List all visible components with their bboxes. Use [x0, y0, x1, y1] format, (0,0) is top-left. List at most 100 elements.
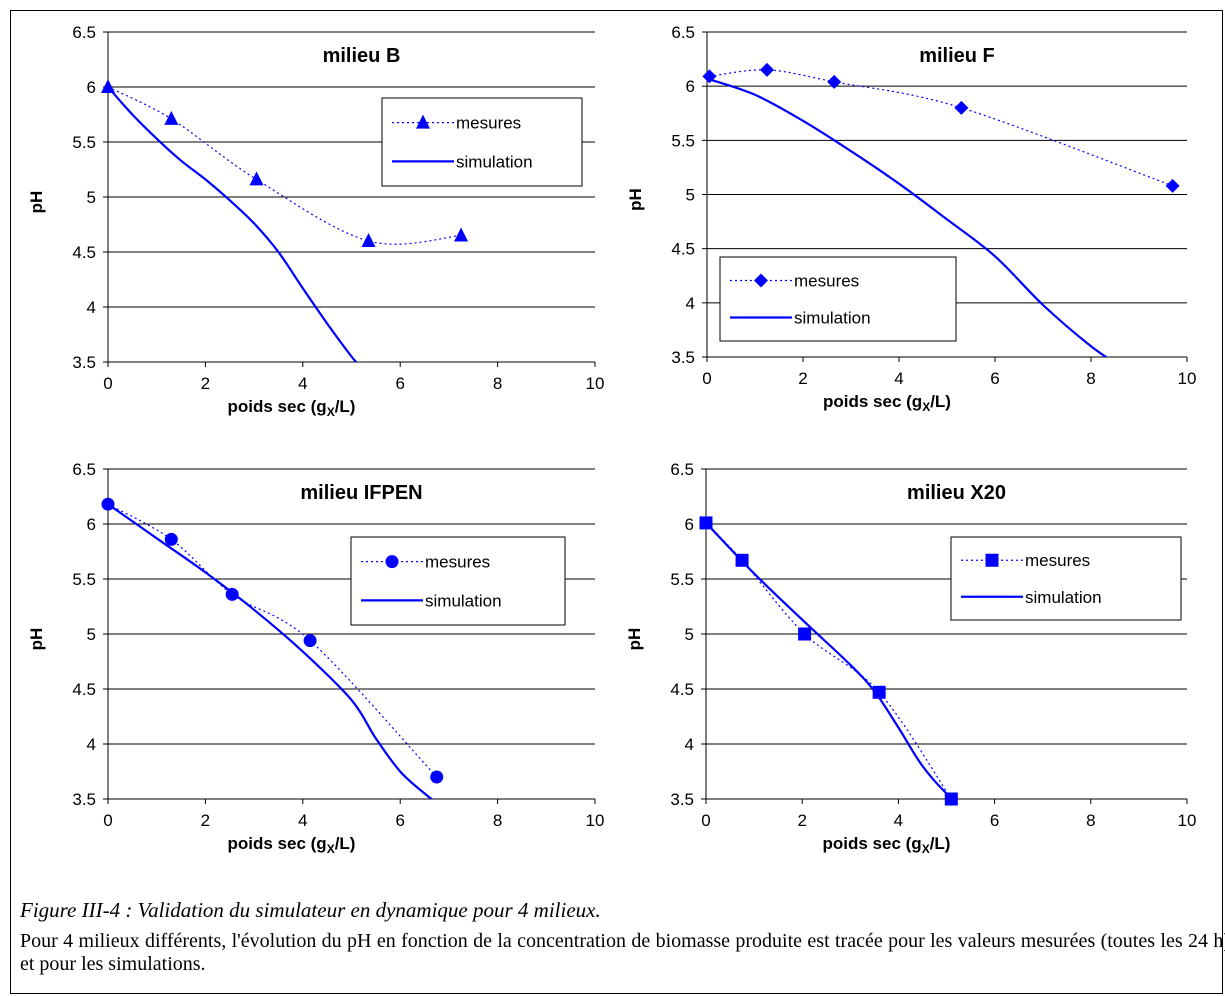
legend-mesures-marker	[416, 114, 430, 129]
mesures-point	[702, 69, 717, 84]
chart-title: milieu F	[919, 45, 995, 67]
x-tick-label: 2	[201, 811, 210, 830]
x-tick-label: 0	[103, 811, 112, 830]
mesures-point	[430, 770, 444, 784]
y-tick-label: 4	[685, 735, 694, 754]
y-tick-label: 5.5	[72, 570, 96, 589]
legend-mesures-label: mesures	[794, 272, 859, 291]
mesures-point	[827, 74, 842, 89]
y-tick-label: 5	[686, 186, 695, 205]
chart-1: 3.5 4 4.5 5 5.5 6 6.5 0 2 4 6 8 10 milieu B poids sec …	[27, 23, 604, 419]
mesures-line	[706, 522, 952, 799]
mesures-point	[872, 685, 886, 699]
y-axis-label: pH	[27, 628, 46, 651]
y-tick-label: 5.5	[670, 570, 694, 589]
x-tick-label: 4	[894, 369, 903, 388]
legend-mesures-label: mesures	[456, 114, 521, 133]
y-tick-label: 6.5	[671, 23, 695, 42]
y-tick-label: 4.5	[72, 680, 96, 699]
x-axis-label: poids sec (gX/L)	[823, 392, 951, 414]
legend-simulation-label: simulation	[794, 308, 871, 327]
x-tick-label: 6	[395, 811, 404, 830]
legend-mesures-marker	[985, 553, 999, 567]
x-tick-label: 2	[201, 374, 210, 393]
figure-frame	[10, 10, 1223, 994]
y-tick-label: 4.5	[72, 243, 96, 262]
mesures-point	[249, 171, 264, 186]
chart-grid: 3.5 4 4.5 5 5.5 6 6.5 0 2 4 6 8 10 milieu B poids sec …	[27, 23, 1197, 856]
chart-4: 3.5 4 4.5 5 5.5 6 6.5 0 2 4 6 8 10 milieu X20 poids se…	[625, 460, 1196, 856]
x-tick-label: 6	[990, 369, 999, 388]
x-tick-label: 6	[990, 811, 999, 830]
x-axis-label: poids sec (gX/L)	[228, 397, 356, 419]
y-tick-label: 3.5	[72, 353, 96, 372]
mesures-point	[699, 516, 713, 530]
y-tick-label: 5.5	[671, 131, 695, 150]
legend-mesures-label: mesures	[1025, 551, 1090, 570]
mesures-point	[454, 227, 469, 242]
chart-title: milieu X20	[907, 482, 1006, 504]
x-tick-label: 4	[298, 374, 307, 393]
x-tick-label: 0	[702, 369, 711, 388]
mesures-point	[760, 62, 774, 77]
x-tick-label: 0	[103, 374, 112, 393]
x-tick-label: 8	[493, 811, 502, 830]
legend-mesures-marker	[385, 555, 399, 569]
x-tick-label: 10	[1178, 369, 1197, 388]
mesures-point	[101, 497, 115, 511]
mesures-point	[954, 100, 969, 115]
legend-simulation-label: simulation	[1025, 588, 1102, 607]
y-tick-label: 6	[87, 78, 96, 97]
mesures-point	[1165, 178, 1180, 193]
y-tick-label: 3.5	[670, 790, 694, 809]
y-tick-label: 6	[87, 515, 96, 534]
mesures-point	[361, 233, 376, 247]
x-tick-label: 4	[894, 811, 903, 830]
mesures-point	[735, 553, 749, 567]
y-tick-label: 5	[685, 625, 694, 644]
legend: mesures simulation	[950, 536, 1182, 621]
mesures-point	[164, 110, 179, 125]
legend-mesures-label: mesures	[425, 553, 490, 572]
chart-title: milieu IFPEN	[300, 482, 422, 504]
simulation-line	[707, 77, 1109, 357]
x-tick-label: 10	[586, 374, 605, 393]
y-tick-label: 4	[87, 735, 96, 754]
y-tick-label: 6	[685, 515, 694, 534]
mesures-line	[709, 69, 1173, 187]
y-axis-label: pH	[27, 191, 46, 214]
legend: mesures simulation	[350, 536, 566, 626]
y-tick-label: 3.5	[671, 348, 695, 367]
y-axis-label: pH	[626, 188, 645, 211]
x-tick-label: 2	[797, 811, 806, 830]
chart-3: 3.5 4 4.5 5 5.5 6 6.5 0 2 4 6 8 10 milieu IFPEN poids …	[27, 460, 604, 856]
mesures-point	[944, 792, 958, 806]
y-tick-label: 6.5	[670, 460, 694, 479]
x-tick-label: 8	[1086, 369, 1095, 388]
x-tick-label: 6	[395, 374, 404, 393]
y-tick-label: 4	[87, 298, 96, 317]
x-tick-label: 8	[1086, 811, 1095, 830]
y-tick-label: 5.5	[72, 133, 96, 152]
legend: mesures simulation	[381, 97, 583, 187]
y-tick-label: 6.5	[72, 460, 96, 479]
y-tick-label: 4.5	[671, 240, 695, 259]
y-tick-label: 6.5	[72, 23, 96, 42]
y-tick-label: 4	[686, 294, 695, 313]
legend-box	[950, 536, 1182, 621]
figure-caption-title: Figure III-4 : Validation du simulateur …	[20, 898, 601, 922]
y-tick-label: 3.5	[72, 790, 96, 809]
x-tick-label: 4	[298, 811, 307, 830]
x-tick-label: 0	[701, 811, 710, 830]
mesures-line	[108, 503, 438, 778]
legend-mesures-marker	[754, 273, 768, 288]
legend-simulation-label: simulation	[425, 591, 502, 610]
x-tick-label: 8	[493, 374, 502, 393]
y-tick-label: 5	[87, 188, 96, 207]
legend: mesures simulation	[719, 256, 957, 342]
x-tick-label: 10	[586, 811, 605, 830]
chart-title: milieu B	[323, 45, 401, 67]
y-axis-label: pH	[625, 628, 644, 651]
simulation-line	[108, 86, 358, 362]
legend-simulation-label: simulation	[456, 152, 533, 171]
